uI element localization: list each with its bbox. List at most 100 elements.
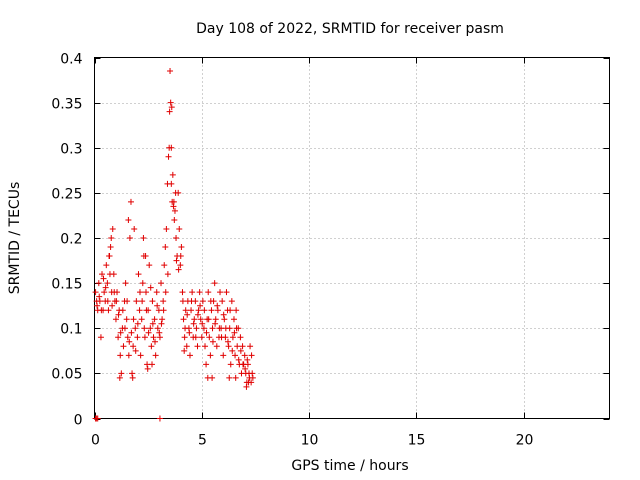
data-point: [233, 325, 240, 332]
data-point: [226, 374, 233, 381]
data-point: [149, 361, 156, 368]
data-point: [225, 343, 232, 350]
x-tick-label: 0: [91, 433, 100, 449]
data-point: [130, 316, 137, 323]
data-point: [127, 198, 134, 205]
data-point: [232, 352, 239, 359]
data-point: [107, 244, 114, 251]
data-point: [111, 289, 118, 296]
data-point: [202, 343, 209, 350]
data-point: [97, 334, 104, 341]
data-point: [243, 383, 250, 390]
data-point: [167, 68, 174, 75]
data-point: [125, 352, 132, 359]
data-point: [248, 352, 255, 359]
data-point: [131, 225, 138, 232]
data-point: [139, 298, 146, 305]
data-point: [179, 289, 186, 296]
data-point: [113, 298, 120, 305]
axis-ticks: [94, 57, 610, 420]
data-points: [92, 68, 256, 422]
data-point: [201, 307, 208, 314]
data-point: [194, 343, 201, 350]
data-point: [106, 271, 113, 278]
data-point: [211, 280, 218, 287]
data-point: [116, 374, 123, 381]
data-point: [241, 352, 248, 359]
data-point: [196, 289, 203, 296]
data-point: [160, 298, 167, 305]
data-point: [192, 334, 199, 341]
data-point: [245, 379, 252, 386]
data-point: [156, 415, 163, 422]
data-point: [239, 343, 246, 350]
data-point: [209, 338, 216, 345]
plot-frame: [94, 57, 610, 419]
data-point: [121, 325, 128, 332]
data-point: [141, 334, 148, 341]
data-point: [194, 311, 201, 318]
data-point: [199, 298, 206, 305]
data-point: [209, 325, 216, 332]
data-point: [203, 329, 210, 336]
data-point: [188, 298, 195, 305]
y-tick-label: 0.25: [51, 187, 82, 203]
data-point: [189, 289, 196, 296]
data-point: [235, 356, 242, 363]
data-point: [106, 253, 113, 260]
data-point: [105, 307, 112, 314]
x-axis-label: GPS time / hours: [291, 458, 408, 474]
data-point: [207, 352, 214, 359]
data-point: [205, 289, 212, 296]
data-point: [149, 298, 156, 305]
data-point: [115, 311, 122, 318]
data-point: [154, 302, 161, 309]
data-point: [212, 316, 219, 323]
data-point: [214, 302, 221, 309]
y-tick-label: 0.2: [60, 232, 82, 248]
data-point: [145, 329, 152, 336]
data-point: [222, 325, 229, 332]
data-point: [195, 307, 202, 314]
data-point: [237, 334, 244, 341]
data-point: [166, 108, 173, 115]
data-point: [197, 302, 204, 309]
data-point: [230, 316, 237, 323]
data-point: [220, 352, 227, 359]
data-point: [220, 311, 227, 318]
data-point: [135, 271, 142, 278]
data-point: [104, 298, 111, 305]
data-point: [96, 298, 103, 305]
data-point: [101, 289, 108, 296]
data-point: [190, 320, 197, 327]
data-point: [213, 343, 220, 350]
data-point: [159, 316, 166, 323]
data-point: [137, 352, 144, 359]
data-point: [173, 235, 180, 241]
data-point: [129, 370, 136, 377]
data-point: [239, 361, 246, 368]
y-tick-label: 0.3: [60, 142, 82, 158]
data-point: [191, 316, 198, 323]
data-point: [136, 307, 143, 314]
x-tick-label: 15: [408, 433, 426, 449]
data-point: [219, 298, 226, 305]
data-point: [229, 334, 236, 341]
data-point: [169, 198, 176, 205]
data-point: [177, 262, 184, 269]
data-point: [129, 374, 136, 381]
data-point: [165, 153, 172, 160]
data-point: [249, 374, 256, 381]
data-point: [140, 235, 147, 241]
data-point: [153, 289, 160, 296]
data-point: [228, 298, 235, 305]
data-point: [178, 244, 185, 251]
data-point: [182, 307, 189, 314]
data-point: [199, 320, 206, 327]
data-point: [234, 343, 241, 350]
data-point: [171, 216, 178, 223]
data-point: [237, 347, 244, 354]
data-point: [102, 284, 109, 291]
data-point: [132, 325, 139, 332]
data-point: [124, 298, 131, 305]
